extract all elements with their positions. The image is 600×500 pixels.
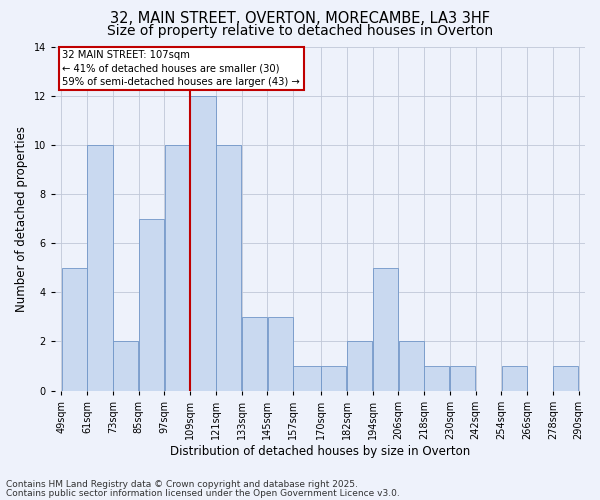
Text: Size of property relative to detached houses in Overton: Size of property relative to detached ho… — [107, 24, 493, 38]
X-axis label: Distribution of detached houses by size in Overton: Distribution of detached houses by size … — [170, 444, 470, 458]
Bar — [293, 366, 321, 390]
Text: Contains public sector information licensed under the Open Government Licence v3: Contains public sector information licen… — [6, 488, 400, 498]
Text: Contains HM Land Registry data © Crown copyright and database right 2025.: Contains HM Land Registry data © Crown c… — [6, 480, 358, 489]
Bar — [502, 366, 527, 390]
Bar — [139, 218, 164, 390]
Y-axis label: Number of detached properties: Number of detached properties — [15, 126, 28, 312]
Text: 32 MAIN STREET: 107sqm
← 41% of detached houses are smaller (30)
59% of semi-det: 32 MAIN STREET: 107sqm ← 41% of detached… — [62, 50, 300, 86]
Bar — [450, 366, 475, 390]
Text: 32, MAIN STREET, OVERTON, MORECAMBE, LA3 3HF: 32, MAIN STREET, OVERTON, MORECAMBE, LA3… — [110, 11, 490, 26]
Bar — [347, 342, 372, 390]
Bar — [322, 366, 346, 390]
Bar — [242, 317, 267, 390]
Bar — [216, 145, 241, 390]
Bar — [190, 96, 215, 391]
Bar — [88, 145, 113, 390]
Bar — [268, 317, 293, 390]
Bar — [165, 145, 190, 390]
Bar — [113, 342, 139, 390]
Bar — [62, 268, 87, 390]
Bar — [553, 366, 578, 390]
Bar — [398, 342, 424, 390]
Bar — [373, 268, 398, 390]
Bar — [424, 366, 449, 390]
